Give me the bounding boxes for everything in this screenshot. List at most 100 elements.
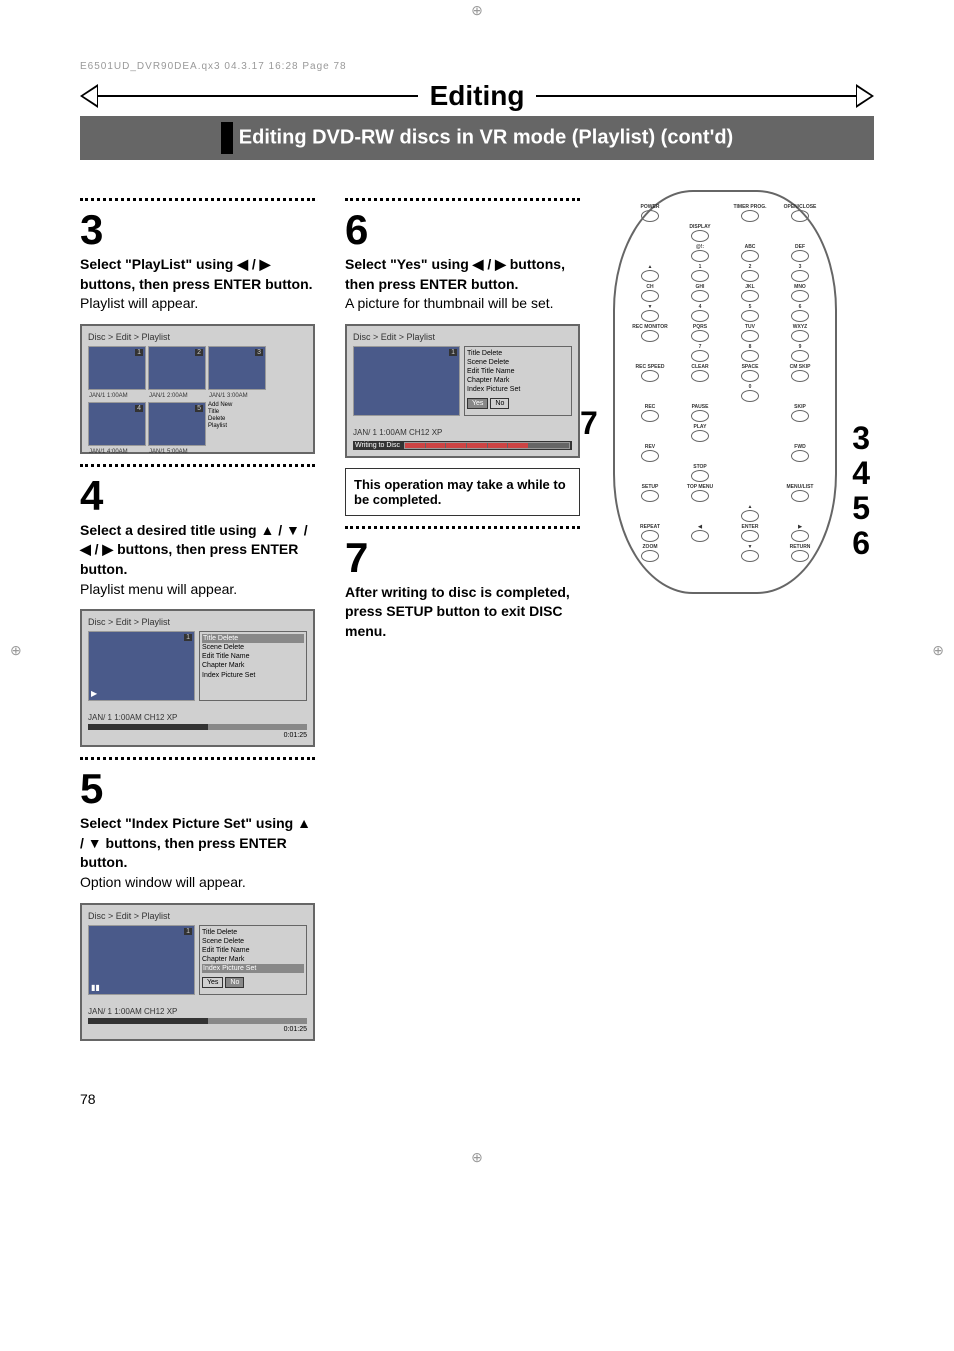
step-3-number: 3 bbox=[80, 209, 315, 251]
remote-button bbox=[741, 370, 759, 382]
remote-button bbox=[641, 210, 659, 222]
osd-progress bbox=[88, 1018, 307, 1024]
callout-5: 5 bbox=[852, 490, 870, 527]
remote-label: 0 bbox=[725, 384, 775, 390]
step-3-text: Select "PlayList" using ◀ / ▶ buttons, t… bbox=[80, 255, 315, 314]
osd-writing-bar: Writing to Disc bbox=[353, 441, 572, 450]
remote-button bbox=[791, 290, 809, 302]
remote-button bbox=[691, 310, 709, 322]
column-right: POWERTIMER PROG.OPEN/CLOSEDISPLAY@!:ABCD… bbox=[610, 190, 840, 1051]
remote-label: 9 bbox=[775, 344, 825, 350]
osd-add-menu: Add NewTitleDeletePlaylist bbox=[208, 402, 264, 446]
osd-preview: 1▶ bbox=[88, 631, 195, 701]
remote-label: GHI bbox=[675, 284, 725, 290]
remote-label: ABC bbox=[725, 244, 775, 250]
osd-info-line: JAN/ 1 1:00AM CH12 XP bbox=[88, 1007, 307, 1016]
remote-label: TOP MENU bbox=[675, 484, 725, 490]
step-6-text: Select "Yes" using ◀ / ▶ buttons, then p… bbox=[345, 255, 580, 314]
page-title: Editing bbox=[418, 80, 537, 112]
remote-button bbox=[791, 330, 809, 342]
remote-button bbox=[741, 310, 759, 322]
remote-label: REC SPEED bbox=[625, 364, 675, 370]
osd-preview: 1▮▮ bbox=[88, 925, 195, 995]
remote-button bbox=[741, 530, 759, 542]
osd-thumb: 4JAN/1 4:00AM bbox=[88, 402, 146, 446]
remote-button bbox=[791, 550, 809, 562]
remote-button bbox=[741, 330, 759, 342]
remote-label: POWER bbox=[625, 204, 675, 210]
step-6-number: 6 bbox=[345, 209, 580, 251]
remote-button bbox=[641, 490, 659, 502]
remote-button bbox=[791, 270, 809, 282]
remote-label: ◀ bbox=[675, 524, 725, 530]
osd-thumb: 1JAN/1 1:00AM bbox=[88, 346, 146, 390]
remote-label: SKIP bbox=[775, 404, 825, 410]
remote-button bbox=[691, 490, 709, 502]
remote-label: MENU/LIST bbox=[775, 484, 825, 490]
remote-diagram: POWERTIMER PROG.OPEN/CLOSEDISPLAY@!:ABCD… bbox=[613, 190, 837, 594]
remote-button bbox=[741, 250, 759, 262]
remote-button bbox=[791, 350, 809, 362]
osd-time: 0:01:25 bbox=[88, 732, 307, 739]
remote-button bbox=[791, 530, 809, 542]
remote-button bbox=[641, 290, 659, 302]
crop-mark-right: ⊕ bbox=[932, 642, 944, 659]
remote-button bbox=[691, 230, 709, 242]
remote-button bbox=[741, 510, 759, 522]
remote-button bbox=[791, 450, 809, 462]
page-number: 78 bbox=[80, 1091, 874, 1107]
osd-info-line: JAN/ 1 1:00AM CH12 XP bbox=[88, 713, 307, 722]
osd-index-picture: Disc > Edit > Playlist 1▮▮ Title Delete … bbox=[80, 903, 315, 1041]
remote-button bbox=[641, 550, 659, 562]
chevron-left-icon bbox=[80, 84, 98, 108]
remote-label: SETUP bbox=[625, 484, 675, 490]
osd-breadcrumb: Disc > Edit > Playlist bbox=[88, 911, 307, 921]
remote-button bbox=[691, 290, 709, 302]
remote-button bbox=[691, 470, 709, 482]
osd-thumb: 5JAN/1 5:00AM bbox=[148, 402, 206, 446]
remote-button bbox=[641, 450, 659, 462]
remote-label: 7 bbox=[675, 344, 725, 350]
remote-label: @!: bbox=[675, 244, 725, 250]
osd-side-menu: Title Delete Scene Delete Edit Title Nam… bbox=[199, 925, 307, 995]
remote-button bbox=[741, 210, 759, 222]
remote-label: TUV bbox=[725, 324, 775, 330]
osd-info-line: JAN/ 1 1:00AM CH12 XP bbox=[353, 428, 572, 437]
step-4-number: 4 bbox=[80, 475, 315, 517]
remote-button bbox=[691, 530, 709, 542]
remote-button bbox=[741, 290, 759, 302]
osd-playlist-menu: Disc > Edit > Playlist 1▶ Title Delete S… bbox=[80, 609, 315, 747]
remote-label: DISPLAY bbox=[675, 224, 725, 230]
remote-label: ▲ bbox=[625, 264, 675, 270]
remote-button bbox=[641, 370, 659, 382]
remote-label: ▶ bbox=[775, 524, 825, 530]
remote-label: CM SKIP bbox=[775, 364, 825, 370]
column-left: 3 Select "PlayList" using ◀ / ▶ buttons,… bbox=[80, 190, 315, 1051]
remote-button bbox=[791, 250, 809, 262]
remote-button bbox=[791, 490, 809, 502]
osd-playlist-grid: Disc > Edit > Playlist 1JAN/1 1:00AM 2JA… bbox=[80, 324, 315, 454]
remote-label: REPEAT bbox=[625, 524, 675, 530]
remote-button bbox=[741, 390, 759, 402]
osd-preview: 1 bbox=[353, 346, 460, 416]
remote-button bbox=[691, 410, 709, 422]
remote-label: ▲ bbox=[725, 504, 775, 510]
step-5-text: Select "Index Picture Set" using ▲ / ▼ b… bbox=[80, 814, 315, 892]
crop-mark-left: ⊕ bbox=[10, 642, 22, 659]
document-header: E6501UD_DVR90DEA.qx3 04.3.17 16:28 Page … bbox=[80, 61, 874, 72]
osd-confirm-yes: Disc > Edit > Playlist 1 Title Delete Sc… bbox=[345, 324, 580, 458]
remote-button bbox=[641, 270, 659, 282]
osd-thumb: 2JAN/1 2:00AM bbox=[148, 346, 206, 390]
remote-label: PLAY bbox=[675, 424, 725, 430]
remote-label: PQRS bbox=[675, 324, 725, 330]
remote-button bbox=[691, 370, 709, 382]
remote-label: 3 bbox=[775, 264, 825, 270]
remote-label: 2 bbox=[725, 264, 775, 270]
remote-button bbox=[641, 410, 659, 422]
remote-button bbox=[691, 250, 709, 262]
note-box: This operation may take a while to be co… bbox=[345, 468, 580, 516]
remote-label: MNO bbox=[775, 284, 825, 290]
osd-side-menu: Title Delete Scene Delete Edit Title Nam… bbox=[199, 631, 307, 701]
remote-label: WXYZ bbox=[775, 324, 825, 330]
chevron-right-icon bbox=[856, 84, 874, 108]
